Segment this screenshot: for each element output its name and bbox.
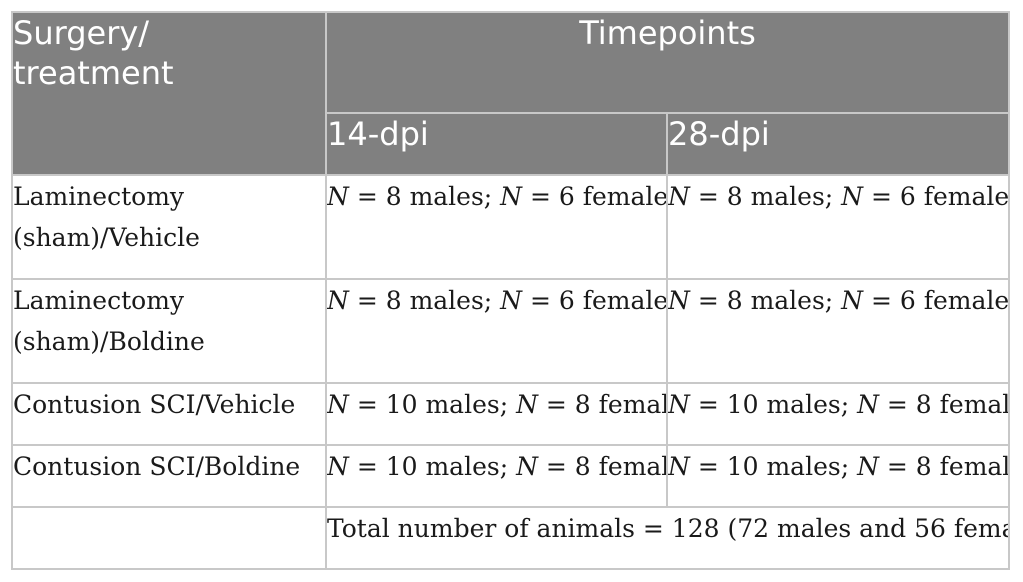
header-surgery-treatment-line1: Surgery/ <box>13 14 150 52</box>
males-count: = 8 males; <box>348 182 501 211</box>
females-count: = 8 females <box>545 390 665 419</box>
n-symbol: N <box>857 452 879 481</box>
total-animals: Total number of animals = 128 (72 males … <box>325 506 1010 570</box>
cell-14-dpi: N = 8 males; N = 6 females <box>325 278 668 384</box>
n-symbol: N <box>668 286 690 315</box>
cell-14-dpi: N = 10 males; N = 8 females <box>325 444 668 508</box>
table-row: Contusion SCI/Boldine N = 10 males; N = … <box>11 444 1010 508</box>
cell-28-dpi: N = 8 males; N = 6 females <box>666 278 1010 384</box>
n-symbol: N <box>500 286 523 315</box>
males-count: = 10 males; <box>348 452 517 481</box>
females-count: = 8 females <box>545 452 665 481</box>
n-symbol: N <box>668 182 690 211</box>
cell-28-dpi: N = 10 males; N = 8 females <box>666 382 1010 446</box>
males-count: = 10 males; <box>689 390 858 419</box>
n-symbol: N <box>327 390 349 419</box>
females-count: = 6 females <box>522 182 667 211</box>
table-row: Laminectomy (sham)/Vehicle N = 8 males; … <box>11 174 1010 280</box>
row-label: Laminectomy (sham)/Vehicle <box>11 174 327 280</box>
total-empty-cell <box>11 506 327 570</box>
females-count: = 6 females <box>863 182 1009 211</box>
cell-28-dpi: N = 8 males; N = 6 females <box>666 174 1010 280</box>
header-surgery-treatment-line2: treatment <box>13 54 174 92</box>
females-count: = 6 females <box>863 286 1009 315</box>
females-count: = 8 females <box>886 452 1009 481</box>
header-28-dpi: 28-dpi <box>666 112 1010 176</box>
row-label-line2: (sham)/Vehicle <box>13 223 200 252</box>
row-label-line1: Laminectomy <box>13 182 185 211</box>
n-symbol: N <box>857 390 879 419</box>
header-14-dpi: 14-dpi <box>325 112 668 176</box>
males-count: = 10 males; <box>689 452 858 481</box>
row-label: Laminectomy (sham)/Boldine <box>11 278 327 384</box>
cell-14-dpi: N = 10 males; N = 8 females <box>325 382 668 446</box>
row-label-line1: Laminectomy <box>13 286 185 315</box>
n-symbol: N <box>516 390 538 419</box>
females-count: = 6 females <box>522 286 667 315</box>
cell-28-dpi: N = 10 males; N = 8 females <box>666 444 1010 508</box>
n-symbol: N <box>327 286 349 315</box>
row-label-line2: (sham)/Boldine <box>13 327 205 356</box>
table-row: Contusion SCI/Vehicle N = 10 males; N = … <box>11 382 1010 446</box>
cell-14-dpi: N = 8 males; N = 6 females <box>325 174 668 280</box>
header-surgery-treatment: Surgery/ treatment <box>11 11 327 176</box>
males-count: = 8 males; <box>689 182 842 211</box>
n-symbol: N <box>668 452 690 481</box>
males-count: = 8 males; <box>348 286 501 315</box>
n-symbol: N <box>841 286 864 315</box>
females-count: = 8 females <box>886 390 1009 419</box>
table-row: Laminectomy (sham)/Boldine N = 8 males; … <box>11 278 1010 384</box>
experimental-design-table: Surgery/ treatment Timepoints 14-dpi 28-… <box>11 11 1010 570</box>
n-symbol: N <box>668 390 690 419</box>
row-label: Contusion SCI/Vehicle <box>11 382 327 446</box>
n-symbol: N <box>516 452 538 481</box>
n-symbol: N <box>327 452 349 481</box>
row-label: Contusion SCI/Boldine <box>11 444 327 508</box>
n-symbol: N <box>841 182 864 211</box>
n-symbol: N <box>327 182 349 211</box>
males-count: = 8 males; <box>689 286 842 315</box>
males-count: = 10 males; <box>348 390 517 419</box>
header-timepoints: Timepoints <box>325 11 1010 114</box>
table-row-total: Total number of animals = 128 (72 males … <box>11 506 1010 570</box>
n-symbol: N <box>500 182 523 211</box>
